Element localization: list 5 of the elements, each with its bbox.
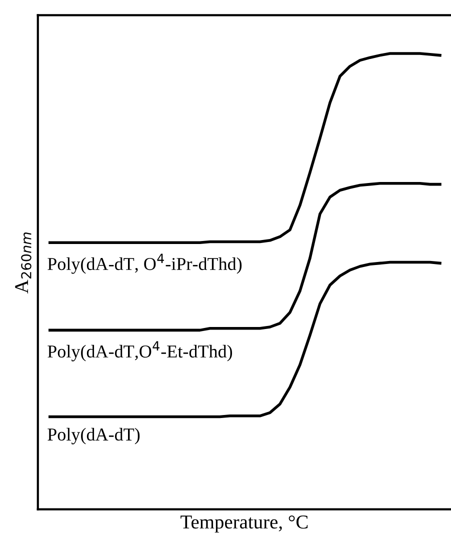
y-axis-title: A$_{260nm}$ bbox=[15, 232, 32, 294]
series-label: Poly(dA-dT) bbox=[48, 428, 140, 444]
x-axis-title: Temperature, °C bbox=[180, 515, 308, 533]
series-label: Poly(dA-dT, O$^{4}$-iPr-dThd) bbox=[48, 254, 242, 274]
series-label: Poly(dA-dT,O$^{4}$-Et-dThd) bbox=[48, 341, 232, 362]
